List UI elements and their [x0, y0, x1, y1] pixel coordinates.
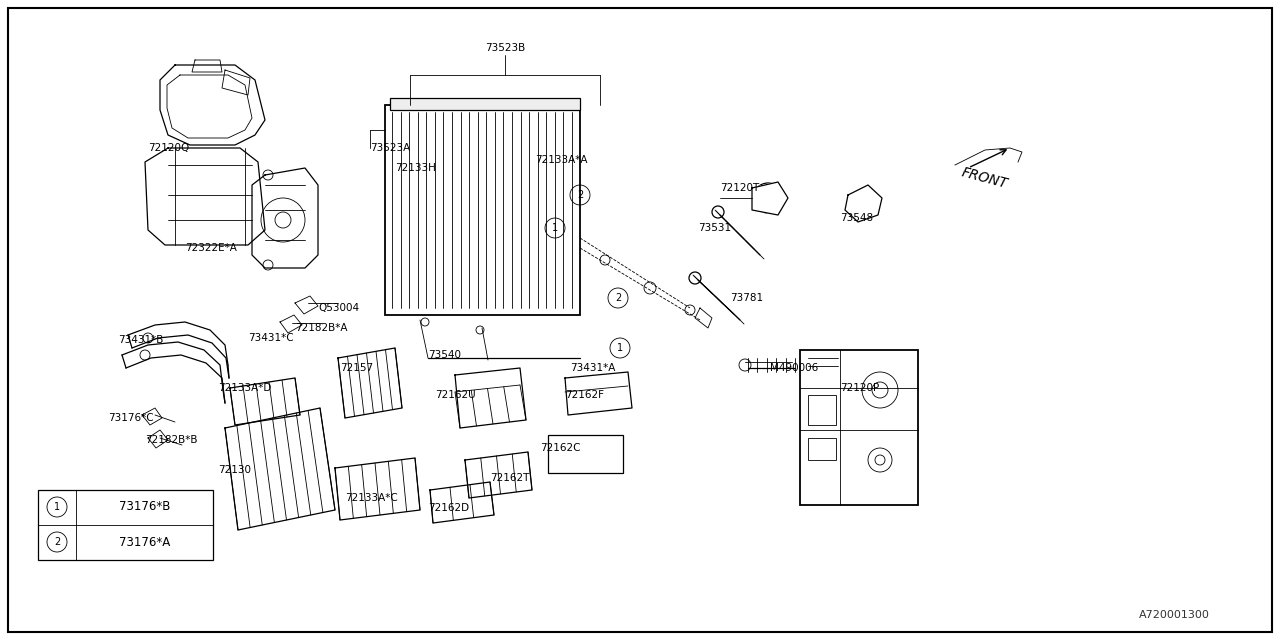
Polygon shape: [564, 372, 632, 415]
Text: 73523B: 73523B: [485, 43, 525, 53]
Text: 73431*A: 73431*A: [570, 363, 616, 373]
Polygon shape: [845, 185, 882, 222]
Text: 1: 1: [617, 343, 623, 353]
Circle shape: [600, 255, 611, 265]
Bar: [385, 105, 580, 315]
Text: 1: 1: [552, 223, 558, 233]
Polygon shape: [753, 182, 788, 215]
Text: 1: 1: [54, 502, 60, 512]
Polygon shape: [160, 65, 265, 145]
Text: 72120Q: 72120Q: [148, 143, 189, 153]
Text: 72182B*A: 72182B*A: [294, 323, 347, 333]
Text: Q53004: Q53004: [317, 303, 360, 313]
Polygon shape: [465, 452, 532, 498]
Text: 72120P: 72120P: [840, 383, 879, 393]
Text: 2: 2: [54, 537, 60, 547]
Polygon shape: [192, 60, 221, 72]
Text: FRONT: FRONT: [960, 165, 1010, 191]
Text: 73176*A: 73176*A: [119, 536, 170, 548]
Circle shape: [262, 260, 273, 270]
Text: 73781: 73781: [730, 293, 763, 303]
Text: A720001300: A720001300: [1139, 610, 1210, 620]
Polygon shape: [430, 482, 494, 523]
Text: 72162D: 72162D: [428, 503, 470, 513]
Text: 72162U: 72162U: [435, 390, 476, 400]
Polygon shape: [338, 348, 402, 418]
Circle shape: [476, 326, 484, 334]
Text: M490006: M490006: [771, 363, 818, 373]
Text: 73176*B: 73176*B: [119, 500, 170, 513]
Text: 72162T: 72162T: [490, 473, 530, 483]
Polygon shape: [335, 458, 420, 520]
Polygon shape: [454, 368, 526, 428]
Text: 72162F: 72162F: [564, 390, 604, 400]
Polygon shape: [230, 378, 300, 425]
Text: 2: 2: [614, 293, 621, 303]
Text: 72157: 72157: [340, 363, 374, 373]
Text: 73540: 73540: [428, 350, 461, 360]
Circle shape: [143, 333, 154, 343]
Text: 72162C: 72162C: [540, 443, 581, 453]
Text: 72133A*C: 72133A*C: [346, 493, 398, 503]
Bar: [800, 350, 918, 505]
Text: 72130: 72130: [218, 465, 251, 475]
Text: 73176*C: 73176*C: [108, 413, 154, 423]
Bar: [38, 490, 212, 560]
Circle shape: [140, 350, 150, 360]
Circle shape: [712, 206, 724, 218]
Text: 72322E*A: 72322E*A: [186, 243, 237, 253]
Circle shape: [644, 282, 657, 294]
Polygon shape: [280, 315, 302, 333]
Text: 72120T: 72120T: [719, 183, 759, 193]
Polygon shape: [142, 408, 163, 425]
Polygon shape: [166, 75, 252, 138]
Text: 73548: 73548: [840, 213, 873, 223]
Text: 73531: 73531: [698, 223, 731, 233]
Bar: [808, 395, 836, 425]
Polygon shape: [225, 408, 335, 530]
Text: 72182B*B: 72182B*B: [145, 435, 197, 445]
Circle shape: [689, 272, 701, 284]
Text: 72133A*D: 72133A*D: [218, 383, 271, 393]
Circle shape: [753, 183, 783, 213]
Circle shape: [739, 359, 751, 371]
Text: 72133A*A: 72133A*A: [535, 155, 588, 165]
Polygon shape: [221, 70, 250, 95]
Bar: [808, 438, 836, 460]
Polygon shape: [252, 168, 317, 268]
Bar: [548, 435, 623, 473]
Circle shape: [685, 305, 695, 315]
Circle shape: [262, 170, 273, 180]
Bar: [390, 98, 580, 110]
Polygon shape: [145, 148, 265, 245]
Polygon shape: [148, 430, 168, 448]
Polygon shape: [695, 308, 712, 328]
Text: 73523A: 73523A: [370, 143, 411, 153]
Polygon shape: [294, 296, 317, 314]
Text: 2: 2: [577, 190, 584, 200]
Circle shape: [760, 190, 776, 206]
Text: 73431*B: 73431*B: [118, 335, 164, 345]
Circle shape: [421, 318, 429, 326]
Text: 73431*C: 73431*C: [248, 333, 293, 343]
Text: 72133H: 72133H: [396, 163, 436, 173]
